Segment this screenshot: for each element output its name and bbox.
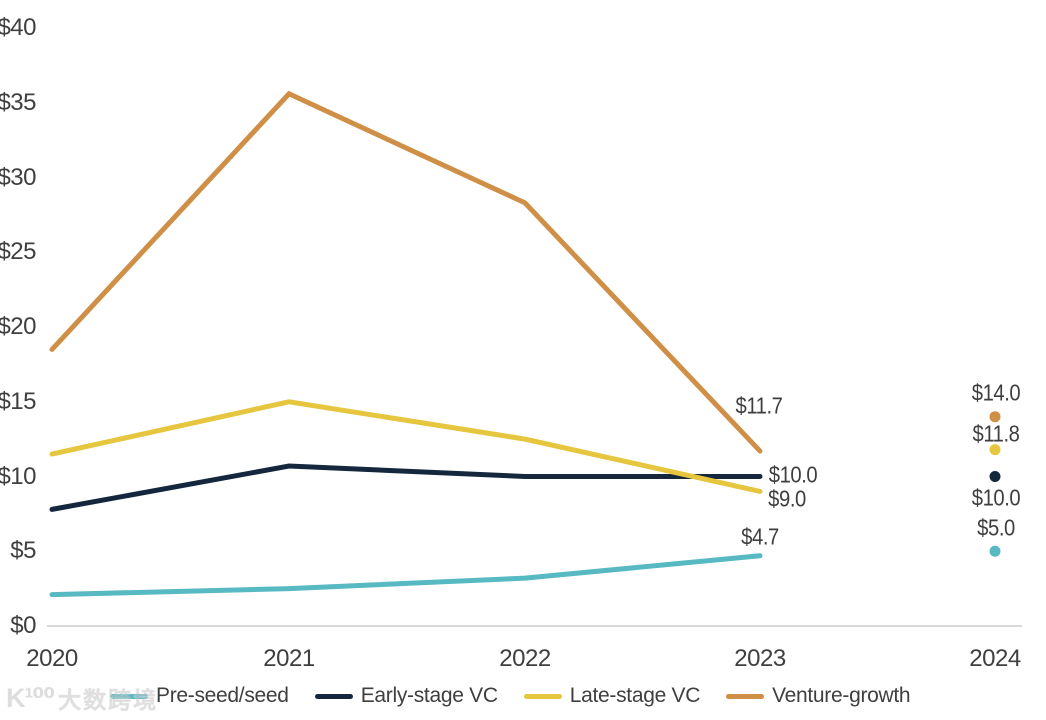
value-label-2023-venture-growth: $11.7 bbox=[735, 392, 783, 419]
x-tick-2020: 2020 bbox=[26, 645, 78, 672]
chart-legend: Pre-seed/seed Early-stage VC Late-stage VC… bbox=[110, 684, 911, 708]
legend-label-early-stage-vc: Early-stage VC bbox=[360, 684, 498, 707]
series-line-late-stage-vc bbox=[49, 399, 763, 494]
legend-swatch-late-stage-vc bbox=[523, 693, 562, 699]
value-label-2023-late-stage-vc: $9.0 bbox=[768, 485, 806, 512]
series-dot-2024-early-stage-vc bbox=[989, 471, 1001, 482]
y-tick-5: $5 bbox=[10, 537, 36, 565]
value-label-2024-early-stage-vc: $10.0 bbox=[971, 484, 1021, 510]
y-tick-30: $30 bbox=[0, 163, 37, 191]
legend-label-pre-seed-seed: Pre-seed/seed bbox=[156, 684, 289, 707]
value-label-2024-late-stage-vc: $11.8 bbox=[972, 420, 1020, 447]
series-line-venture-growth bbox=[49, 90, 763, 454]
legend-item-venture-growth: Venture-growth bbox=[726, 684, 911, 708]
y-tick-0: $0 bbox=[10, 612, 36, 639]
legend-swatch-pre-seed-seed bbox=[110, 693, 148, 699]
y-tick-35: $35 bbox=[0, 88, 37, 116]
x-tick-2022: 2022 bbox=[499, 645, 551, 672]
legend-item-late-stage-vc: Late-stage VC bbox=[523, 684, 701, 708]
series-dot-2024-venture-growth bbox=[989, 411, 1001, 423]
value-label-2023-pre-seed-seed: $4.7 bbox=[741, 523, 779, 550]
value-label-2024-pre-seed-seed: $5.0 bbox=[977, 514, 1015, 541]
legend-item-pre-seed-seed: Pre-seed/seed bbox=[110, 684, 289, 708]
legend-label-venture-growth: Venture-growth bbox=[772, 684, 911, 707]
legend-swatch-early-stage-vc bbox=[314, 693, 353, 699]
series-dot-2024-pre-seed-seed bbox=[989, 545, 1001, 557]
x-tick-2024: 2024 bbox=[969, 645, 1021, 672]
value-label-2024-venture-growth: $14.0 bbox=[971, 379, 1021, 406]
x-tick-2021: 2021 bbox=[263, 645, 315, 672]
legend-swatch-venture-growth bbox=[726, 693, 765, 699]
legend-item-early-stage-vc: Early-stage VC bbox=[314, 684, 498, 708]
y-tick-15: $15 bbox=[0, 387, 37, 415]
y-tick-40: $40 bbox=[0, 14, 37, 41]
y-tick-20: $20 bbox=[0, 313, 37, 340]
value-label-2023-early-stage-vc: $10.0 bbox=[768, 461, 818, 487]
series-line-early-stage-vc bbox=[49, 463, 763, 512]
series-dot-2024-late-stage-vc bbox=[989, 444, 1001, 456]
series-line-pre-seed-seed bbox=[49, 553, 763, 598]
x-tick-2023: 2023 bbox=[734, 645, 786, 672]
y-tick-10: $10 bbox=[0, 462, 37, 490]
y-tick-25: $25 bbox=[0, 238, 37, 266]
legend-label-late-stage-vc: Late-stage VC bbox=[569, 684, 701, 707]
